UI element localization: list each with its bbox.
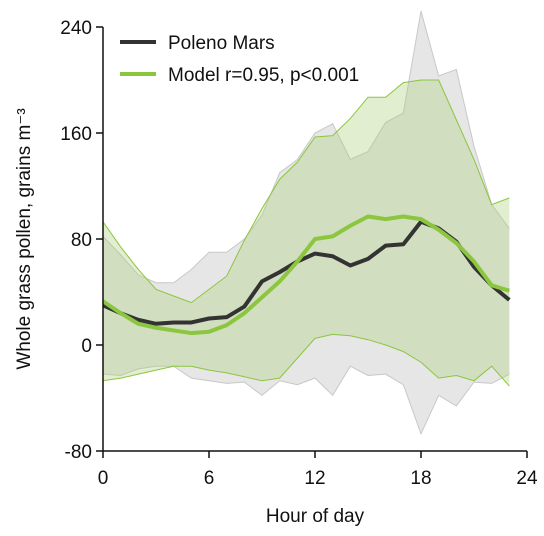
x-tick-label: 12 — [304, 468, 325, 489]
x-tick-label: 6 — [204, 468, 215, 489]
legend-label: Model r=0.95, p<0.001 — [168, 65, 359, 86]
band — [103, 11, 510, 434]
band-lower-edge — [102, 333, 510, 387]
band-upper-edge — [102, 79, 510, 304]
x-tick-label: 18 — [410, 468, 431, 489]
y-axis-label: Whole grass pollen, grains m⁻³ — [14, 108, 35, 369]
line — [101, 214, 510, 336]
y-tick-label: 0 — [81, 336, 92, 357]
x-tick-label: 0 — [98, 468, 109, 489]
y-tick-label: -80 — [65, 442, 92, 463]
y-tick-label: 80 — [71, 230, 92, 251]
legend-label: Poleno Mars — [168, 33, 275, 54]
y-tick-label: 240 — [60, 18, 92, 39]
x-axis-label: Hour of day — [266, 506, 365, 527]
x-tick-label: 24 — [516, 468, 538, 489]
band-lower-edge — [102, 365, 510, 436]
y-tick-label: 160 — [60, 124, 92, 145]
band-upper-edge — [102, 10, 510, 284]
band — [103, 80, 510, 387]
